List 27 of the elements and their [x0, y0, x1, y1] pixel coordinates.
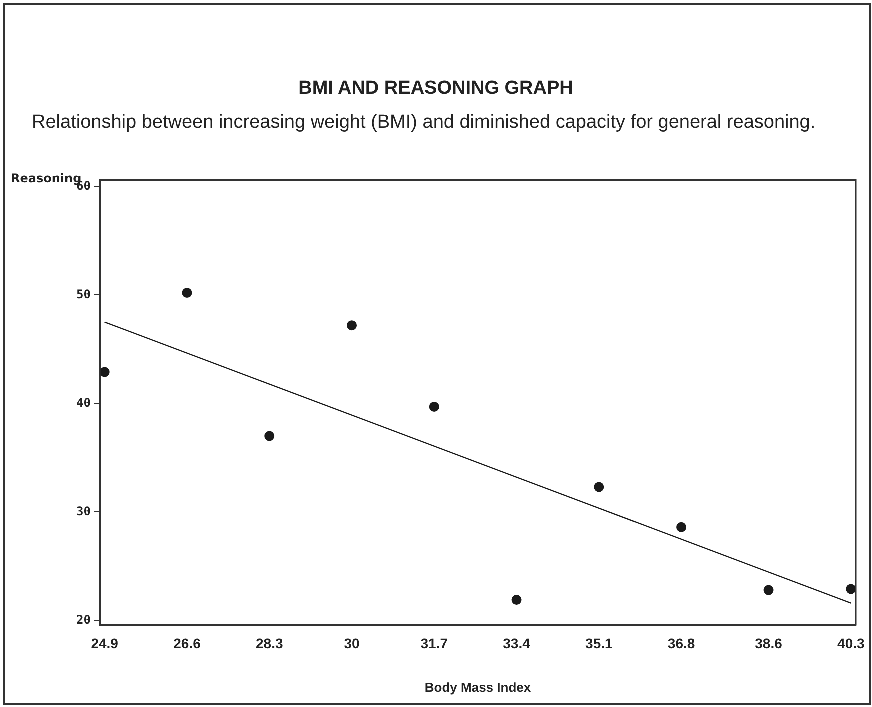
point: [594, 482, 604, 492]
point: [429, 402, 440, 412]
point: [100, 367, 110, 378]
point: [264, 431, 275, 442]
x-tick-label: 38.6: [755, 635, 783, 652]
x-tick-label: 24.9: [91, 635, 119, 652]
y-tick-label: 20: [76, 612, 91, 627]
x-tick-label: 28.3: [256, 635, 284, 652]
x-tick-label: 36.8: [668, 635, 696, 652]
x-tick-label: 31.7: [420, 635, 448, 652]
point: [676, 522, 687, 532]
y-tick-label: 50: [76, 287, 91, 302]
chart-subtitle: Relationship between increasing weight (BMI) and diminished capacity for general reasoning.: [32, 111, 817, 135]
x-tick-label: 30: [344, 635, 360, 652]
x-tick-label: 35.1: [586, 635, 613, 652]
chart-title: BMI AND REASONING GRAPH: [298, 78, 574, 100]
x-tick-label: 33.4: [503, 635, 531, 652]
y-tick-label: 30: [76, 504, 91, 518]
point: [347, 320, 357, 331]
point: [846, 584, 856, 594]
point: [512, 595, 522, 606]
x-tick-label: 40.3: [838, 635, 865, 652]
x-axis-title: Body Mass Index: [424, 680, 532, 695]
x-tick-label: 26.6: [174, 635, 202, 652]
point: [764, 585, 774, 596]
point: [182, 288, 192, 298]
y-tick-label: 40: [76, 396, 91, 410]
